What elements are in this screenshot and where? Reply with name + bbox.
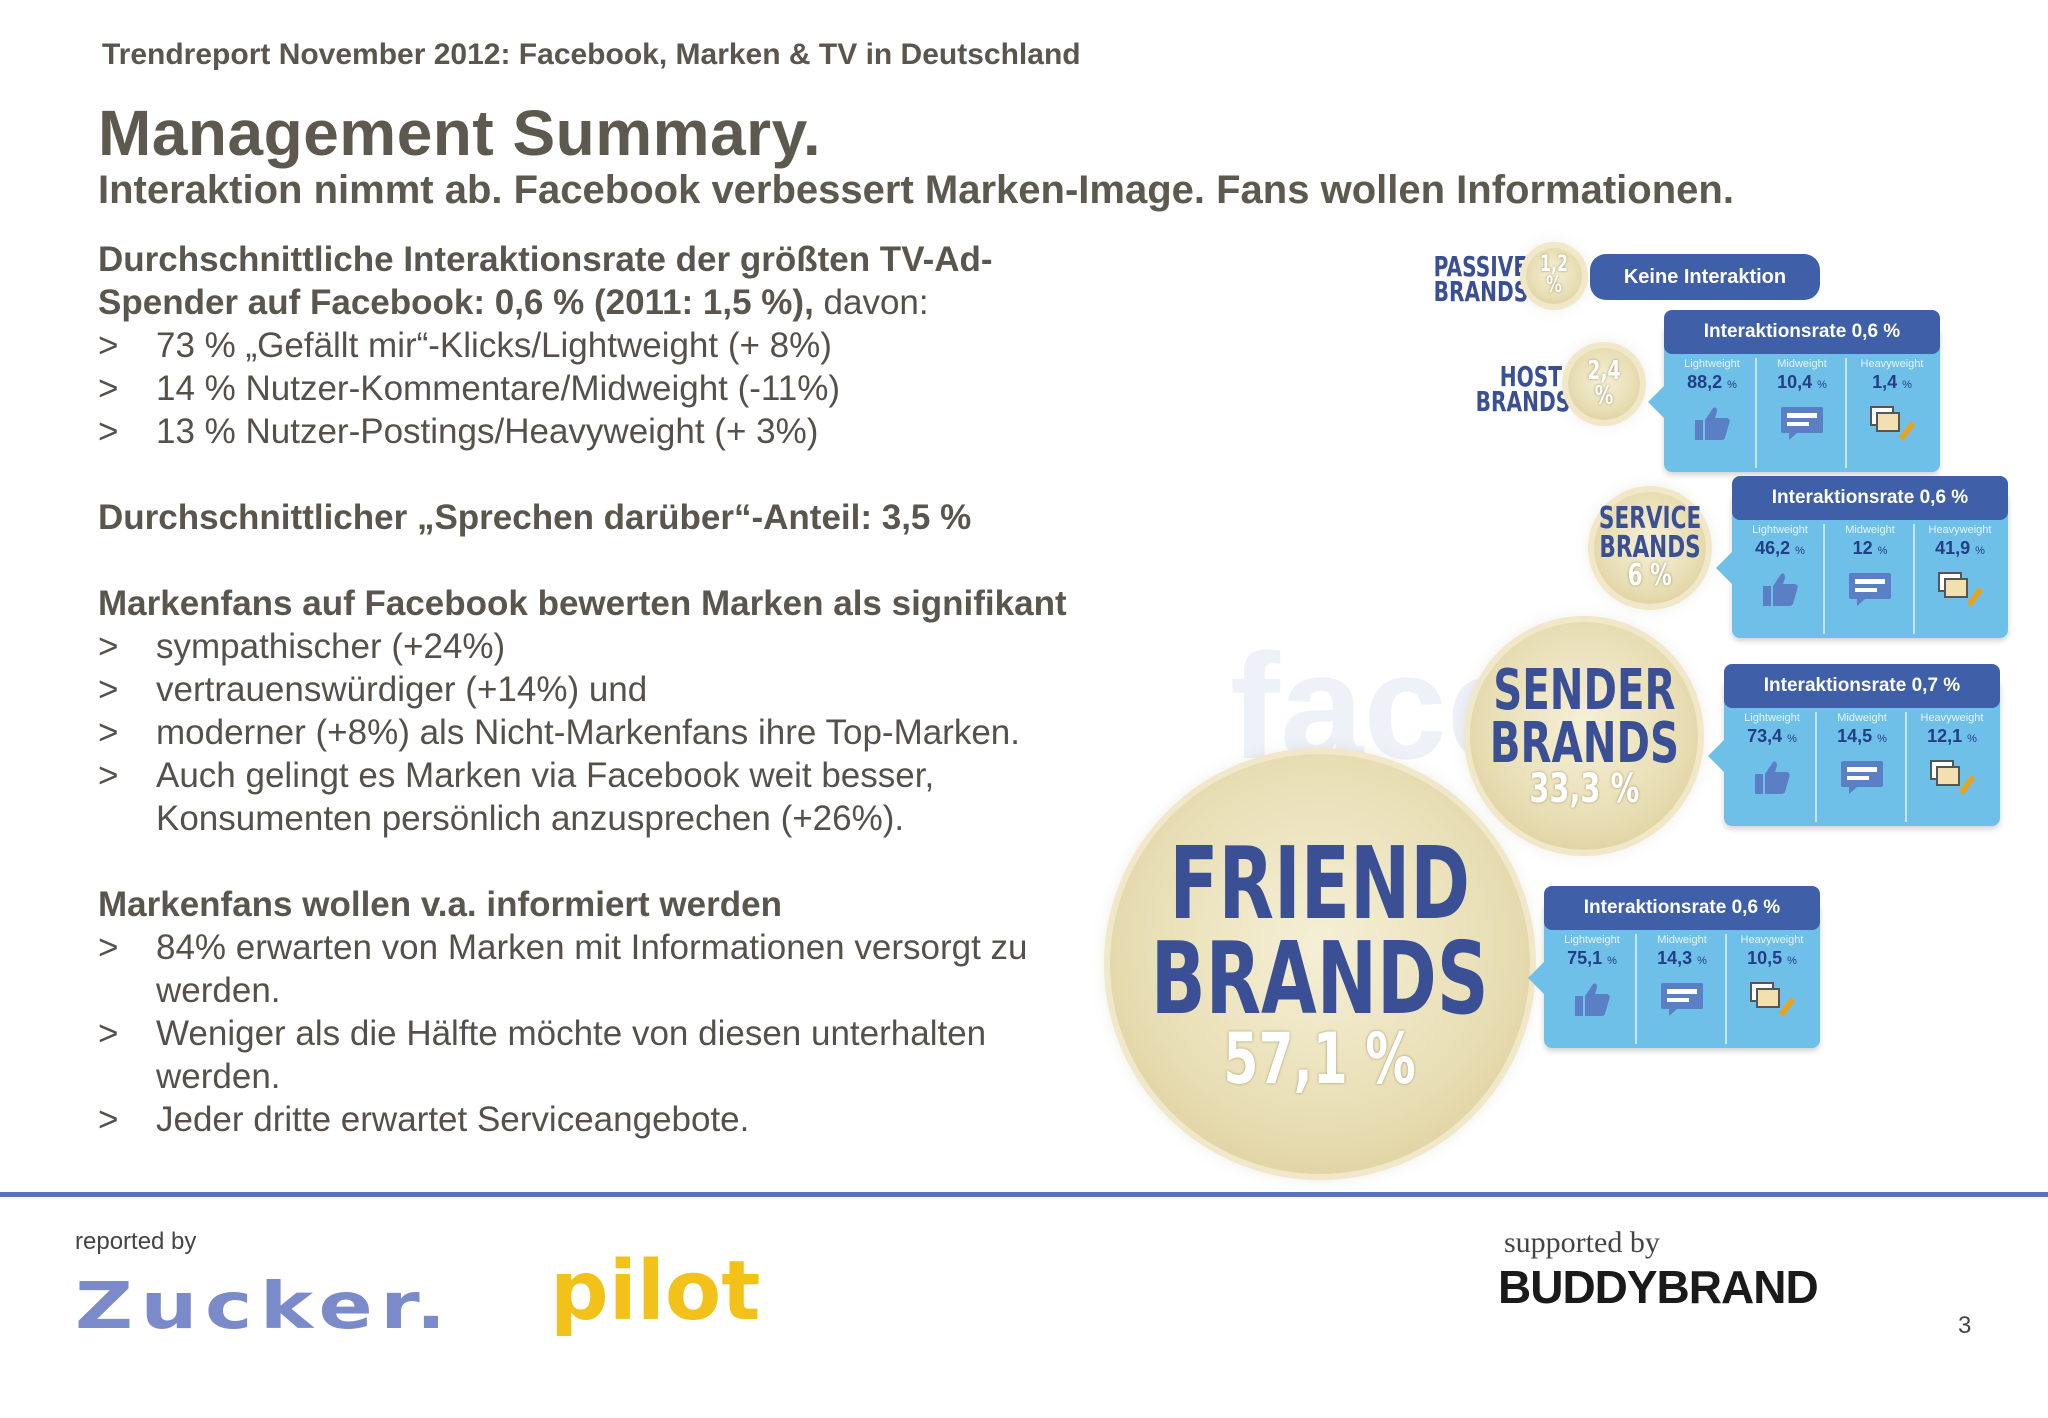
- section-heading: Markenfans auf Facebook bewerten Marken …: [98, 584, 1067, 623]
- list-item: >13 % Nutzer-Postings/Heavyweight (+ 3%): [98, 410, 1088, 453]
- bullet-marker: >: [98, 326, 119, 365]
- section-talking-about: Durchschnittlicher „Sprechen darüber“-An…: [98, 496, 1088, 539]
- list-item: > vertrauenswürdiger (+14%) und: [98, 668, 1088, 711]
- bullet-text: Auch gelingt es Marken via Facebook weit…: [156, 756, 935, 838]
- section-heading-tail: davon:: [813, 283, 929, 322]
- facebook-watermark: face: [1230, 622, 1531, 790]
- bullet-text: Weniger als die Hälfte möchte von diesen…: [156, 1014, 987, 1096]
- section-heading: Durchschnittlicher „Sprechen darüber“-An…: [98, 498, 972, 537]
- footer-divider: [0, 1192, 2048, 1197]
- bullet-text: vertrauenswürdiger (+14%) und: [156, 670, 648, 709]
- zucker-logo: Zucker.: [75, 1270, 454, 1344]
- section-heading: Durchschnittliche Interaktionsrate der g…: [98, 240, 993, 322]
- bullet-marker: >: [98, 412, 119, 451]
- bullet-marker: >: [98, 670, 119, 709]
- bullet-marker: >: [98, 756, 119, 795]
- section-heading: Markenfans wollen v.a. informiert werden: [98, 885, 782, 924]
- report-kicker: Trendreport November 2012: Facebook, Mar…: [102, 38, 1081, 71]
- bullet-text: 73 % „Gefällt mir“-Klicks/Lightweight (+…: [156, 326, 832, 365]
- bullet-text: Jeder dritte erwartet Serviceangebote.: [156, 1100, 750, 1139]
- reported-by-label: reported by: [75, 1228, 197, 1255]
- list-item: > sympathischer (+24%): [98, 625, 1088, 668]
- bullet-text: 14 % Nutzer-Kommentare/Midweight (-11%): [156, 369, 841, 408]
- buddybrand-logo: BUDDYBRAND: [1498, 1261, 1819, 1313]
- bullet-marker: >: [98, 369, 119, 408]
- page-subtitle: Interaktion nimmt ab. Facebook verbesser…: [98, 168, 1734, 212]
- bullet-text: 13 % Nutzer-Postings/Heavyweight (+ 3%): [156, 412, 819, 451]
- list-item: >84% erwarten von Marken mit Information…: [98, 926, 1088, 1012]
- page-number: 3: [1958, 1312, 1972, 1339]
- list-item: > Auch gelingt es Marken via Facebook wei…: [98, 754, 1088, 840]
- section-interaction-rate: Durchschnittliche Interaktionsrate der g…: [98, 238, 1088, 453]
- summary-text: Durchschnittliche Interaktionsrate der g…: [98, 238, 1088, 1141]
- list-item: > Weniger als die Hälfte möchte von diese…: [98, 1012, 1088, 1098]
- bullet-marker: >: [98, 713, 119, 752]
- supported-by-label: supported by: [1504, 1226, 1660, 1259]
- bullet-marker: >: [98, 627, 119, 666]
- list-item: >73 % „Gefällt mir“-Klicks/Lightweight (…: [98, 324, 1088, 367]
- list-item: >14 % Nutzer-Kommentare/Midweight (-11%): [98, 367, 1088, 410]
- bullet-marker: >: [98, 1100, 119, 1139]
- page-title: Management Summary.: [98, 97, 822, 169]
- bullet-marker: >: [98, 1014, 119, 1053]
- section-brand-fans: Markenfans auf Facebook bewerten Marken …: [98, 582, 1088, 840]
- bullet-marker: >: [98, 928, 119, 967]
- section-information: Markenfans wollen v.a. informiert werden…: [98, 883, 1088, 1141]
- brand-types-infographic: face: [1080, 240, 2048, 1180]
- bullet-text: sympathischer (+24%): [156, 627, 506, 666]
- bullet-text: moderner (+8%) als Nicht-Markenfans ihre…: [156, 713, 1020, 752]
- list-item: > moderner (+8%) als Nicht-Markenfans ihr…: [98, 711, 1088, 754]
- list-item: > Jeder dritte erwartet Serviceangebote.: [98, 1098, 1088, 1141]
- bullet-text: 84% erwarten von Marken mit Informatione…: [156, 928, 1028, 1010]
- pilot-logo: pilot: [550, 1244, 761, 1339]
